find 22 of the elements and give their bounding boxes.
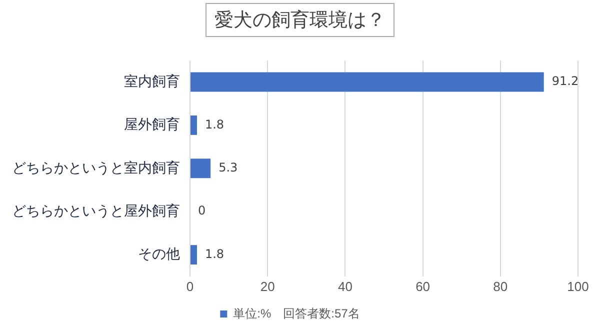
data-label: 91.2 [552,74,579,88]
x-tick-label: 0 [186,278,194,294]
chart-title: 愛犬の飼育環境は？ [206,3,394,37]
bar [190,158,211,178]
x-tick-label: 20 [260,278,275,294]
x-tick-label: 80 [493,278,508,294]
bar [190,72,544,92]
x-tick-label: 60 [416,278,430,294]
y-tick-label: どちらかというと屋外飼育 [12,202,180,218]
y-tick-label: どちらかというと室内飼育 [12,159,180,176]
y-tick-label: 室内飼育 [124,72,180,89]
data-label: 1.8 [204,117,224,132]
bar [190,245,197,265]
data-label: 0 [198,204,206,218]
legend-label: 単位:% 回答者数:57名 [233,306,360,320]
data-label: 5.3 [218,160,238,175]
bar [190,115,197,135]
y-tick-label: その他 [138,246,180,262]
y-tick-label: 屋外飼育 [124,116,180,132]
x-tick-label: 40 [338,278,352,294]
data-label: 1.8 [204,246,224,261]
x-tick-label: 100 [567,278,589,294]
